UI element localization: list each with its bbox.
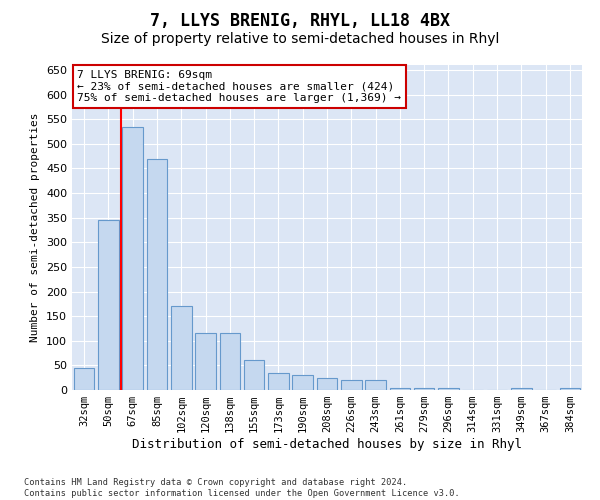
Bar [292,375,313,390]
Bar [560,388,580,390]
Bar [74,368,94,390]
Bar [98,220,119,390]
Bar [511,388,532,390]
Bar [365,380,386,390]
Bar [220,334,240,390]
Bar [195,334,216,390]
Text: 7 LLYS BRENIG: 69sqm
← 23% of semi-detached houses are smaller (424)
75% of semi: 7 LLYS BRENIG: 69sqm ← 23% of semi-detac… [77,70,401,103]
Text: 7, LLYS BRENIG, RHYL, LL18 4BX: 7, LLYS BRENIG, RHYL, LL18 4BX [150,12,450,30]
Bar [341,380,362,390]
Bar [122,126,143,390]
Bar [438,388,459,390]
Bar [414,388,434,390]
Y-axis label: Number of semi-detached properties: Number of semi-detached properties [31,113,40,342]
Bar [268,373,289,390]
Bar [146,158,167,390]
Text: Contains HM Land Registry data © Crown copyright and database right 2024.
Contai: Contains HM Land Registry data © Crown c… [24,478,460,498]
Bar [244,360,265,390]
Bar [317,378,337,390]
Bar [171,306,191,390]
Bar [389,388,410,390]
Text: Size of property relative to semi-detached houses in Rhyl: Size of property relative to semi-detach… [101,32,499,46]
X-axis label: Distribution of semi-detached houses by size in Rhyl: Distribution of semi-detached houses by … [132,438,522,451]
